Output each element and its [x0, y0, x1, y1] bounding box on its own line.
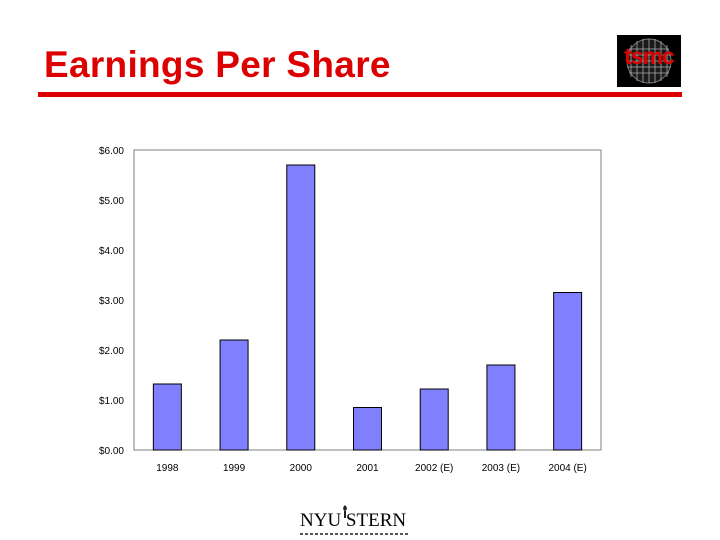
torch-icon: [343, 505, 347, 518]
x-tick-label: 2004 (E): [548, 463, 586, 474]
y-tick-label: $1.00: [99, 396, 124, 407]
title-underline: [38, 92, 682, 97]
x-tick-label: 2000: [290, 463, 313, 474]
tsmc-logo: tsmc: [617, 35, 681, 87]
x-tick-label: 1999: [223, 463, 246, 474]
footer-tagline: [300, 533, 408, 535]
bar-2003e: [486, 364, 516, 451]
slide-title: Earnings Per Share: [44, 44, 391, 85]
bar-2000: [286, 164, 316, 451]
plot-area: [133, 149, 602, 451]
y-tick-label: $3.00: [99, 296, 124, 307]
bar-2004e: [553, 292, 583, 451]
x-tick-label: 2002 (E): [415, 463, 453, 474]
bar-2002e: [419, 388, 449, 451]
y-tick-label: $4.00: [99, 246, 124, 257]
wafer-grid-icon: [626, 38, 672, 84]
y-tick-label: $5.00: [99, 196, 124, 207]
footer-text: NYU STERN: [300, 510, 407, 531]
y-tick-label: $2.00: [99, 346, 124, 357]
x-tick-label: 1998: [156, 463, 179, 474]
bar-2001: [353, 407, 382, 451]
nyu-stern-logo: NYU STERN: [290, 504, 430, 538]
y-tick-label: $6.00: [99, 146, 124, 157]
bar-1998: [152, 383, 182, 451]
y-tick-label: $0.00: [99, 446, 124, 457]
logo-text: tsmc: [624, 43, 675, 69]
bar-1999: [219, 339, 249, 451]
x-tick-label: 2003 (E): [482, 463, 520, 474]
x-tick-label: 2001: [356, 463, 379, 474]
